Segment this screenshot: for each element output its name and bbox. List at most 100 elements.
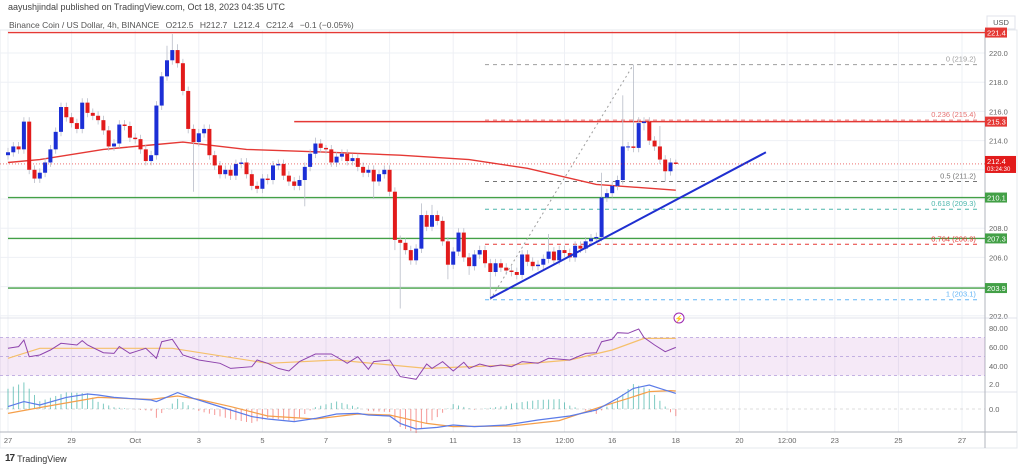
candle-body (424, 215, 429, 227)
lightning-glyph: ⚡ (675, 314, 684, 323)
macd-histogram-bar (383, 409, 385, 412)
candle-body (647, 121, 652, 141)
price-label-box (985, 116, 1007, 127)
candle-body (594, 236, 599, 239)
macd-histogram-bar (389, 409, 391, 412)
candle-body (504, 267, 509, 271)
time-axis-label: 7 (324, 436, 328, 445)
time-axis-label: 5 (260, 436, 264, 445)
macd-histogram-bar (484, 408, 486, 409)
macd-histogram-bar (511, 403, 512, 409)
candle-body (212, 155, 217, 166)
candle-body (159, 76, 164, 106)
candle-body (536, 264, 540, 267)
macd-histogram-bar (542, 399, 544, 409)
candle-body (498, 263, 503, 268)
candle-body (265, 178, 270, 181)
candle-body (101, 120, 106, 131)
candle-body (318, 143, 323, 148)
candle-body (557, 250, 562, 261)
price-axis-label: 216.0 (989, 107, 1008, 116)
macd-histogram-bar (516, 402, 518, 409)
candle-body (223, 169, 228, 175)
price-axis-label: 218.0 (989, 78, 1008, 87)
macd-histogram-bar (288, 409, 290, 421)
price-level-label: 207.3 (987, 234, 1006, 243)
candle-body (297, 180, 302, 186)
time-axis-label: 16 (608, 436, 616, 445)
tradingview-logo[interactable]: 17 TradingView (5, 453, 67, 464)
macd-histogram-bar (664, 406, 666, 409)
fib-level-label: 0.5 (211.2) (940, 171, 976, 180)
macd-histogram-bar (87, 393, 88, 409)
macd-histogram-bar (564, 402, 565, 409)
rsi-line (7, 328, 676, 380)
macd-histogram-bar (595, 409, 597, 414)
attribution: aayushjindal published on TradingView.co… (8, 2, 286, 12)
candle-body (143, 149, 148, 162)
candle-body (467, 257, 472, 267)
macd-histogram-bar (23, 382, 25, 409)
rsi-axis-label: 80.00 (989, 324, 1008, 333)
macd-histogram-bar (553, 399, 555, 409)
macd-histogram-bar (458, 405, 459, 409)
macd-histogram-bar (214, 409, 216, 415)
candle-body (387, 169, 392, 192)
candle-body (233, 163, 238, 176)
macd-axis-label: 2.0 (989, 380, 999, 389)
macd-histogram-bar (65, 392, 67, 409)
macd-histogram-bar (230, 409, 232, 420)
ohlc-change: −0.1 (−0.05%) (299, 20, 354, 30)
candle-body (440, 220, 445, 242)
macd-histogram-bar (235, 409, 237, 421)
candle-body (408, 250, 413, 261)
macd-histogram-bar (420, 409, 422, 429)
candle-body (631, 146, 636, 148)
candle-body (525, 254, 530, 262)
candle-body (74, 123, 79, 129)
candle-body (239, 162, 244, 164)
candle-body (456, 232, 461, 252)
symbol-name: Binance Coin / US Dollar, 4h, BINANCE (9, 20, 160, 30)
macd-histogram-bar (92, 397, 94, 409)
candle-body (59, 107, 63, 132)
candle-body (615, 180, 620, 186)
candle-body (604, 193, 609, 198)
fib-level-label: 0.236 (215.4) (931, 110, 976, 119)
price-axis-label: 208.0 (989, 224, 1008, 233)
candles (6, 34, 678, 309)
candle-body (345, 153, 350, 162)
candle-body (260, 178, 265, 189)
candle-body (541, 258, 546, 265)
candle-body (573, 245, 578, 258)
macd-histogram-bar (442, 409, 444, 413)
macd-histogram-bar (447, 408, 449, 409)
macd-histogram-bar (670, 409, 671, 413)
candle-body (371, 169, 376, 182)
candle-body (302, 166, 307, 181)
macd-histogram-bar (251, 409, 253, 423)
candle-body (493, 263, 498, 272)
time-axis-label: 9 (388, 436, 392, 445)
candle-body (21, 121, 26, 150)
time-axis-label: 25 (894, 436, 902, 445)
candle-body (90, 112, 95, 116)
candle-body (361, 166, 366, 173)
macd-histogram-bar (495, 407, 497, 409)
candle-body (589, 238, 593, 242)
fib-level-label: 0.764 (206.9) (931, 234, 976, 243)
macd-histogram-bar (113, 407, 115, 409)
candle-body (355, 158, 360, 167)
macd-histogram-bar (325, 404, 327, 409)
time-axis-label: Oct (129, 436, 142, 445)
candle-body (366, 169, 371, 173)
macd-histogram-bar (299, 409, 300, 418)
price-axis-label: 206.0 (989, 253, 1008, 262)
candle-body (530, 261, 535, 267)
price-axis-label: 220.0 (989, 49, 1008, 58)
candle-body (477, 250, 482, 255)
macd-histogram-bar (548, 399, 550, 409)
macd-histogram-bar (558, 399, 560, 409)
price-level-label: 221.4 (987, 29, 1006, 38)
